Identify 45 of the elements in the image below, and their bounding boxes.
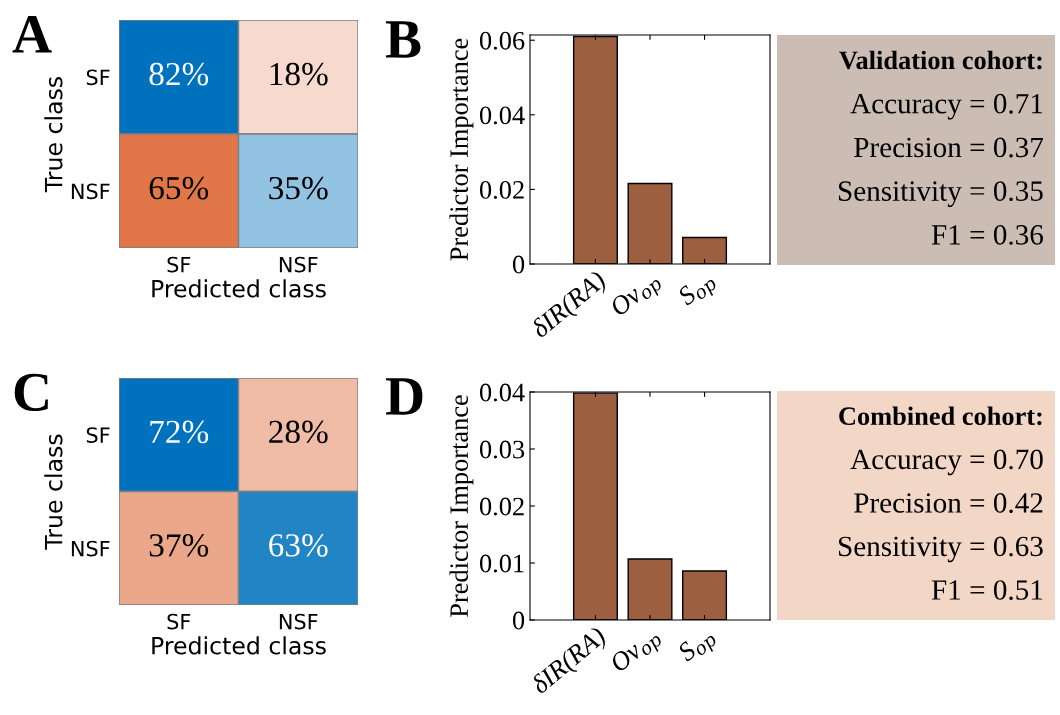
data-label: 72% (150, 420, 209, 444)
text: Sensitivity = 0.35 (838, 181, 1043, 207)
y-tick-label: 0.02 (479, 181, 524, 199)
y-axis-title: Predictor Importance (449, 395, 474, 617)
y-tick-label: 0.04 (479, 383, 525, 402)
text: Precision = 0.37 (854, 137, 1044, 158)
y-axis-title: True class (44, 434, 63, 550)
y-tick-label: 0.03 (479, 440, 525, 459)
y-tick-label: SF (86, 427, 110, 443)
y-tick-label: NSF (71, 540, 110, 557)
x-tick-label: S$_{op}$ (676, 269, 720, 313)
text: Precision = 0.42 (854, 493, 1043, 513)
x-axis-title: Predicted class (152, 636, 326, 655)
x-tick-label: Ov$_{op}$ (608, 269, 666, 323)
x-tick-label: S$_{op}$ (676, 625, 720, 669)
text: A (12, 15, 52, 53)
data-label: 37% (149, 534, 209, 557)
text: C (14, 373, 48, 412)
y-tick-label: 0.04 (479, 106, 525, 125)
x-axis-title: Predicted class (152, 279, 326, 298)
text: D (385, 378, 423, 415)
text: F1 = 0.36 (931, 225, 1044, 245)
y-axis-title: Predictor Importance (449, 38, 474, 261)
text: Accuracy = 0.70 (850, 449, 1043, 476)
y-tick-label: SF (86, 69, 110, 86)
data-label: 35% (269, 176, 328, 200)
y-tick-label: 0.01 (479, 554, 524, 573)
y-tick-label: 0 (512, 611, 525, 630)
data-label: 28% (269, 420, 328, 444)
x-tick-label: Ov$_{op}$ (608, 625, 666, 679)
data-label: 82% (149, 62, 209, 86)
text: Accuracy = 0.71 (850, 93, 1043, 120)
data-label: 18% (270, 62, 328, 86)
text: F1 = 0.51 (931, 580, 1043, 600)
y-tick-label: NSF (71, 183, 110, 200)
text: Sensitivity = 0.63 (838, 536, 1043, 563)
y-tick-label: 0 (512, 255, 525, 274)
y-tick-label: 0.06 (479, 31, 525, 50)
data-label: 63% (269, 534, 328, 557)
text: Combined cohort: (839, 406, 1042, 426)
text: Validation cohort: (839, 50, 1042, 70)
y-axis-title: True class (44, 77, 63, 193)
text: B (385, 21, 421, 58)
data-label: 65% (149, 176, 209, 200)
y-tick-label: 0.02 (479, 497, 524, 516)
